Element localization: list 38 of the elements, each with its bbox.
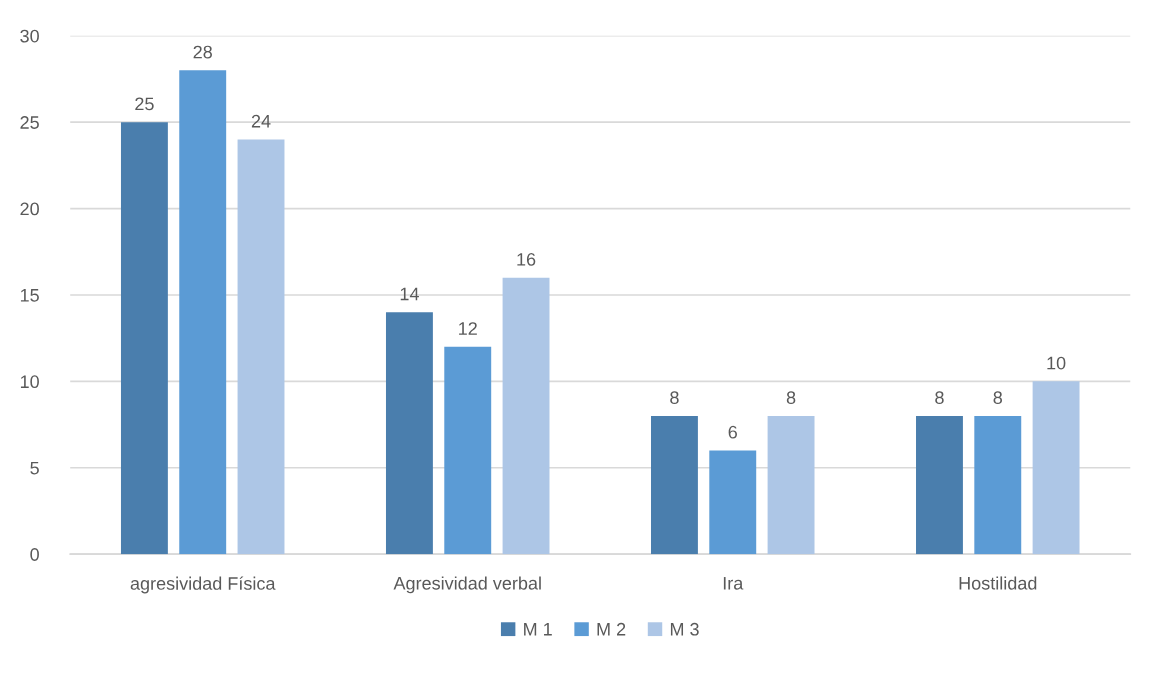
bar (120, 122, 168, 555)
data-label: 8 (935, 391, 944, 405)
x-tick-label: Agresividad verbal (393, 576, 541, 594)
bar (385, 312, 433, 555)
y-tick-label: 5 (30, 461, 39, 475)
data-label: 14 (400, 287, 419, 301)
data-label: 8 (993, 391, 1003, 405)
data-label: 28 (193, 45, 212, 59)
data-label: 16 (517, 253, 536, 266)
bar (974, 415, 1022, 555)
bar (237, 139, 285, 555)
data-label: 8 (670, 391, 679, 405)
legend-label: M 2 (597, 622, 626, 636)
legend-label: M 1 (524, 623, 552, 636)
y-tick-label: 20 (20, 202, 39, 216)
x-tick-label: Hostilidad (959, 576, 1037, 590)
y-tick-label: 10 (20, 375, 39, 389)
data-label: 10 (1047, 356, 1066, 370)
bar (651, 415, 698, 555)
bar (916, 415, 963, 555)
data-label: 6 (728, 425, 737, 439)
bar (179, 70, 227, 555)
y-tick-label: 0 (30, 548, 39, 561)
data-label: 25 (135, 97, 154, 111)
legend-label: M 3 (670, 622, 699, 636)
data-label: 8 (786, 391, 796, 405)
y-tick-label: 15 (20, 289, 39, 302)
x-tick-label: Ira (723, 577, 744, 590)
bar (502, 277, 550, 555)
x-tick-label: agresividad Física (130, 576, 276, 594)
y-tick-label: 30 (20, 29, 39, 43)
y-tick-label: 25 (20, 116, 39, 129)
bar (709, 450, 757, 555)
data-label: 12 (459, 322, 477, 335)
bar (767, 415, 815, 555)
data-label: 24 (251, 114, 271, 128)
bar (1032, 381, 1080, 555)
bar (444, 346, 492, 555)
